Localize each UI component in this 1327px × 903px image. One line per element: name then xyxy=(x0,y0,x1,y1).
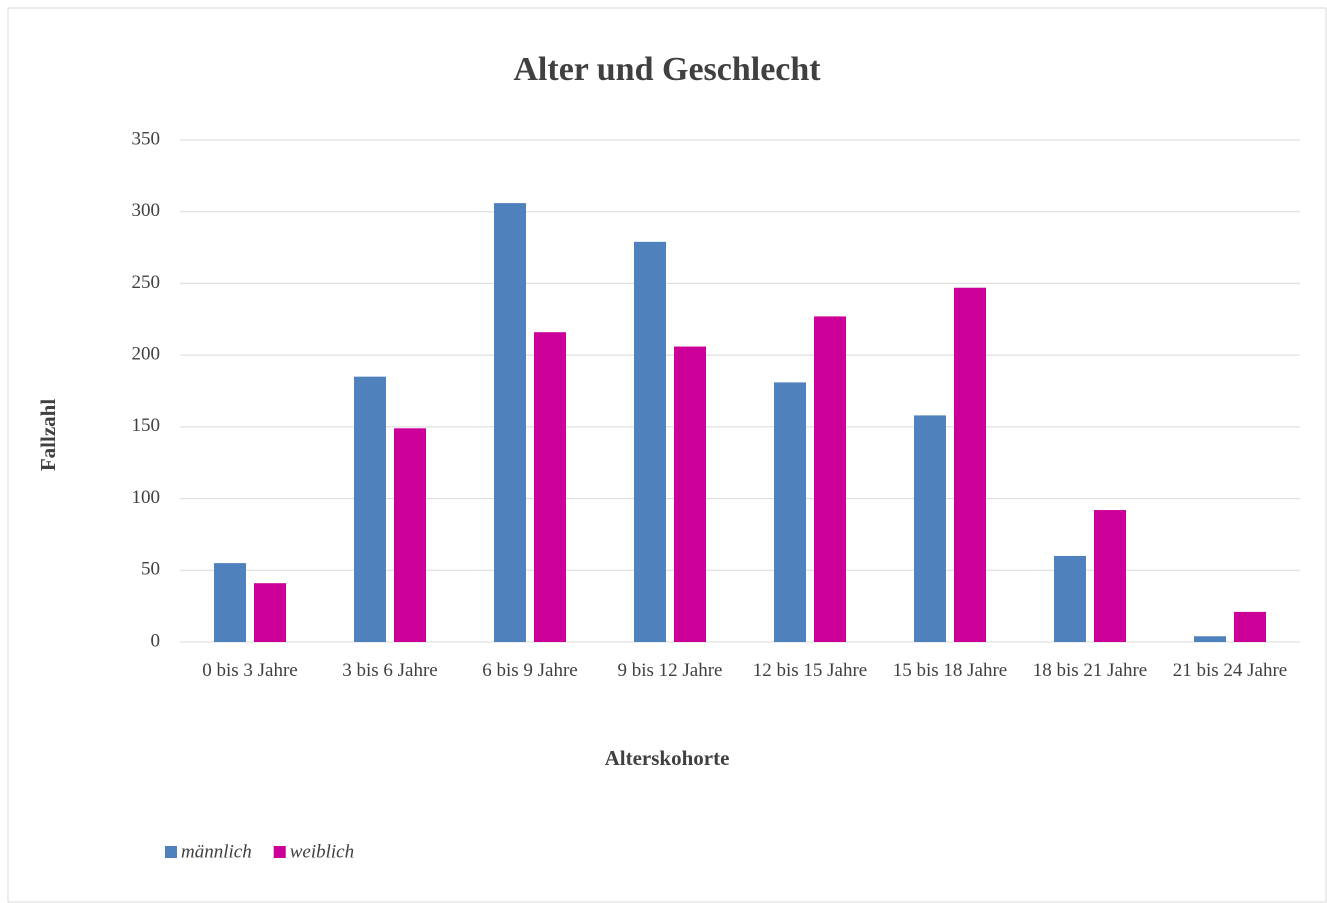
bar xyxy=(534,332,566,642)
y-tick-label: 150 xyxy=(132,415,161,436)
bar xyxy=(1234,611,1266,642)
bar xyxy=(814,316,846,642)
legend-swatch xyxy=(273,846,286,858)
x-tick-label: 18 bis 21 Jahre xyxy=(1032,660,1148,681)
x-tick-label: 12 bis 15 Jahre xyxy=(752,660,868,681)
bar xyxy=(954,287,986,642)
y-axis-label: Fallzahl xyxy=(36,399,60,471)
y-tick-label: 100 xyxy=(132,487,161,508)
bar xyxy=(774,382,806,642)
bar xyxy=(1094,510,1126,642)
bar xyxy=(914,415,946,642)
y-tick-label: 0 xyxy=(151,630,161,651)
y-tick-label: 50 xyxy=(141,559,160,580)
bar xyxy=(1194,636,1226,642)
bar xyxy=(394,428,426,642)
x-tick-label: 9 bis 12 Jahre xyxy=(617,660,723,681)
x-tick-label: 6 bis 9 Jahre xyxy=(482,660,578,681)
chart-frame xyxy=(7,7,1327,903)
y-tick-label: 300 xyxy=(132,200,161,221)
y-tick-label: 200 xyxy=(132,344,161,365)
bar xyxy=(254,583,286,642)
bar xyxy=(674,346,706,642)
y-tick-label: 250 xyxy=(132,272,161,293)
bar xyxy=(214,563,246,642)
bar xyxy=(494,203,526,642)
x-tick-label: 0 bis 3 Jahre xyxy=(202,660,298,681)
legend-label: männlich xyxy=(181,841,252,862)
x-axis-label: Alterskohorte xyxy=(605,746,730,770)
x-tick-label: 15 bis 18 Jahre xyxy=(892,660,1008,681)
y-tick-label: 350 xyxy=(132,128,161,149)
chart-title: Alter und Geschlecht xyxy=(513,51,821,88)
legend-swatch xyxy=(165,846,177,858)
bar xyxy=(1054,555,1086,642)
x-tick-label: 21 bis 24 Jahre xyxy=(1172,660,1288,681)
bar xyxy=(634,241,666,642)
legend-label: weiblich xyxy=(290,841,354,862)
x-tick-label: 3 bis 6 Jahre xyxy=(342,660,438,681)
bar xyxy=(354,376,386,642)
